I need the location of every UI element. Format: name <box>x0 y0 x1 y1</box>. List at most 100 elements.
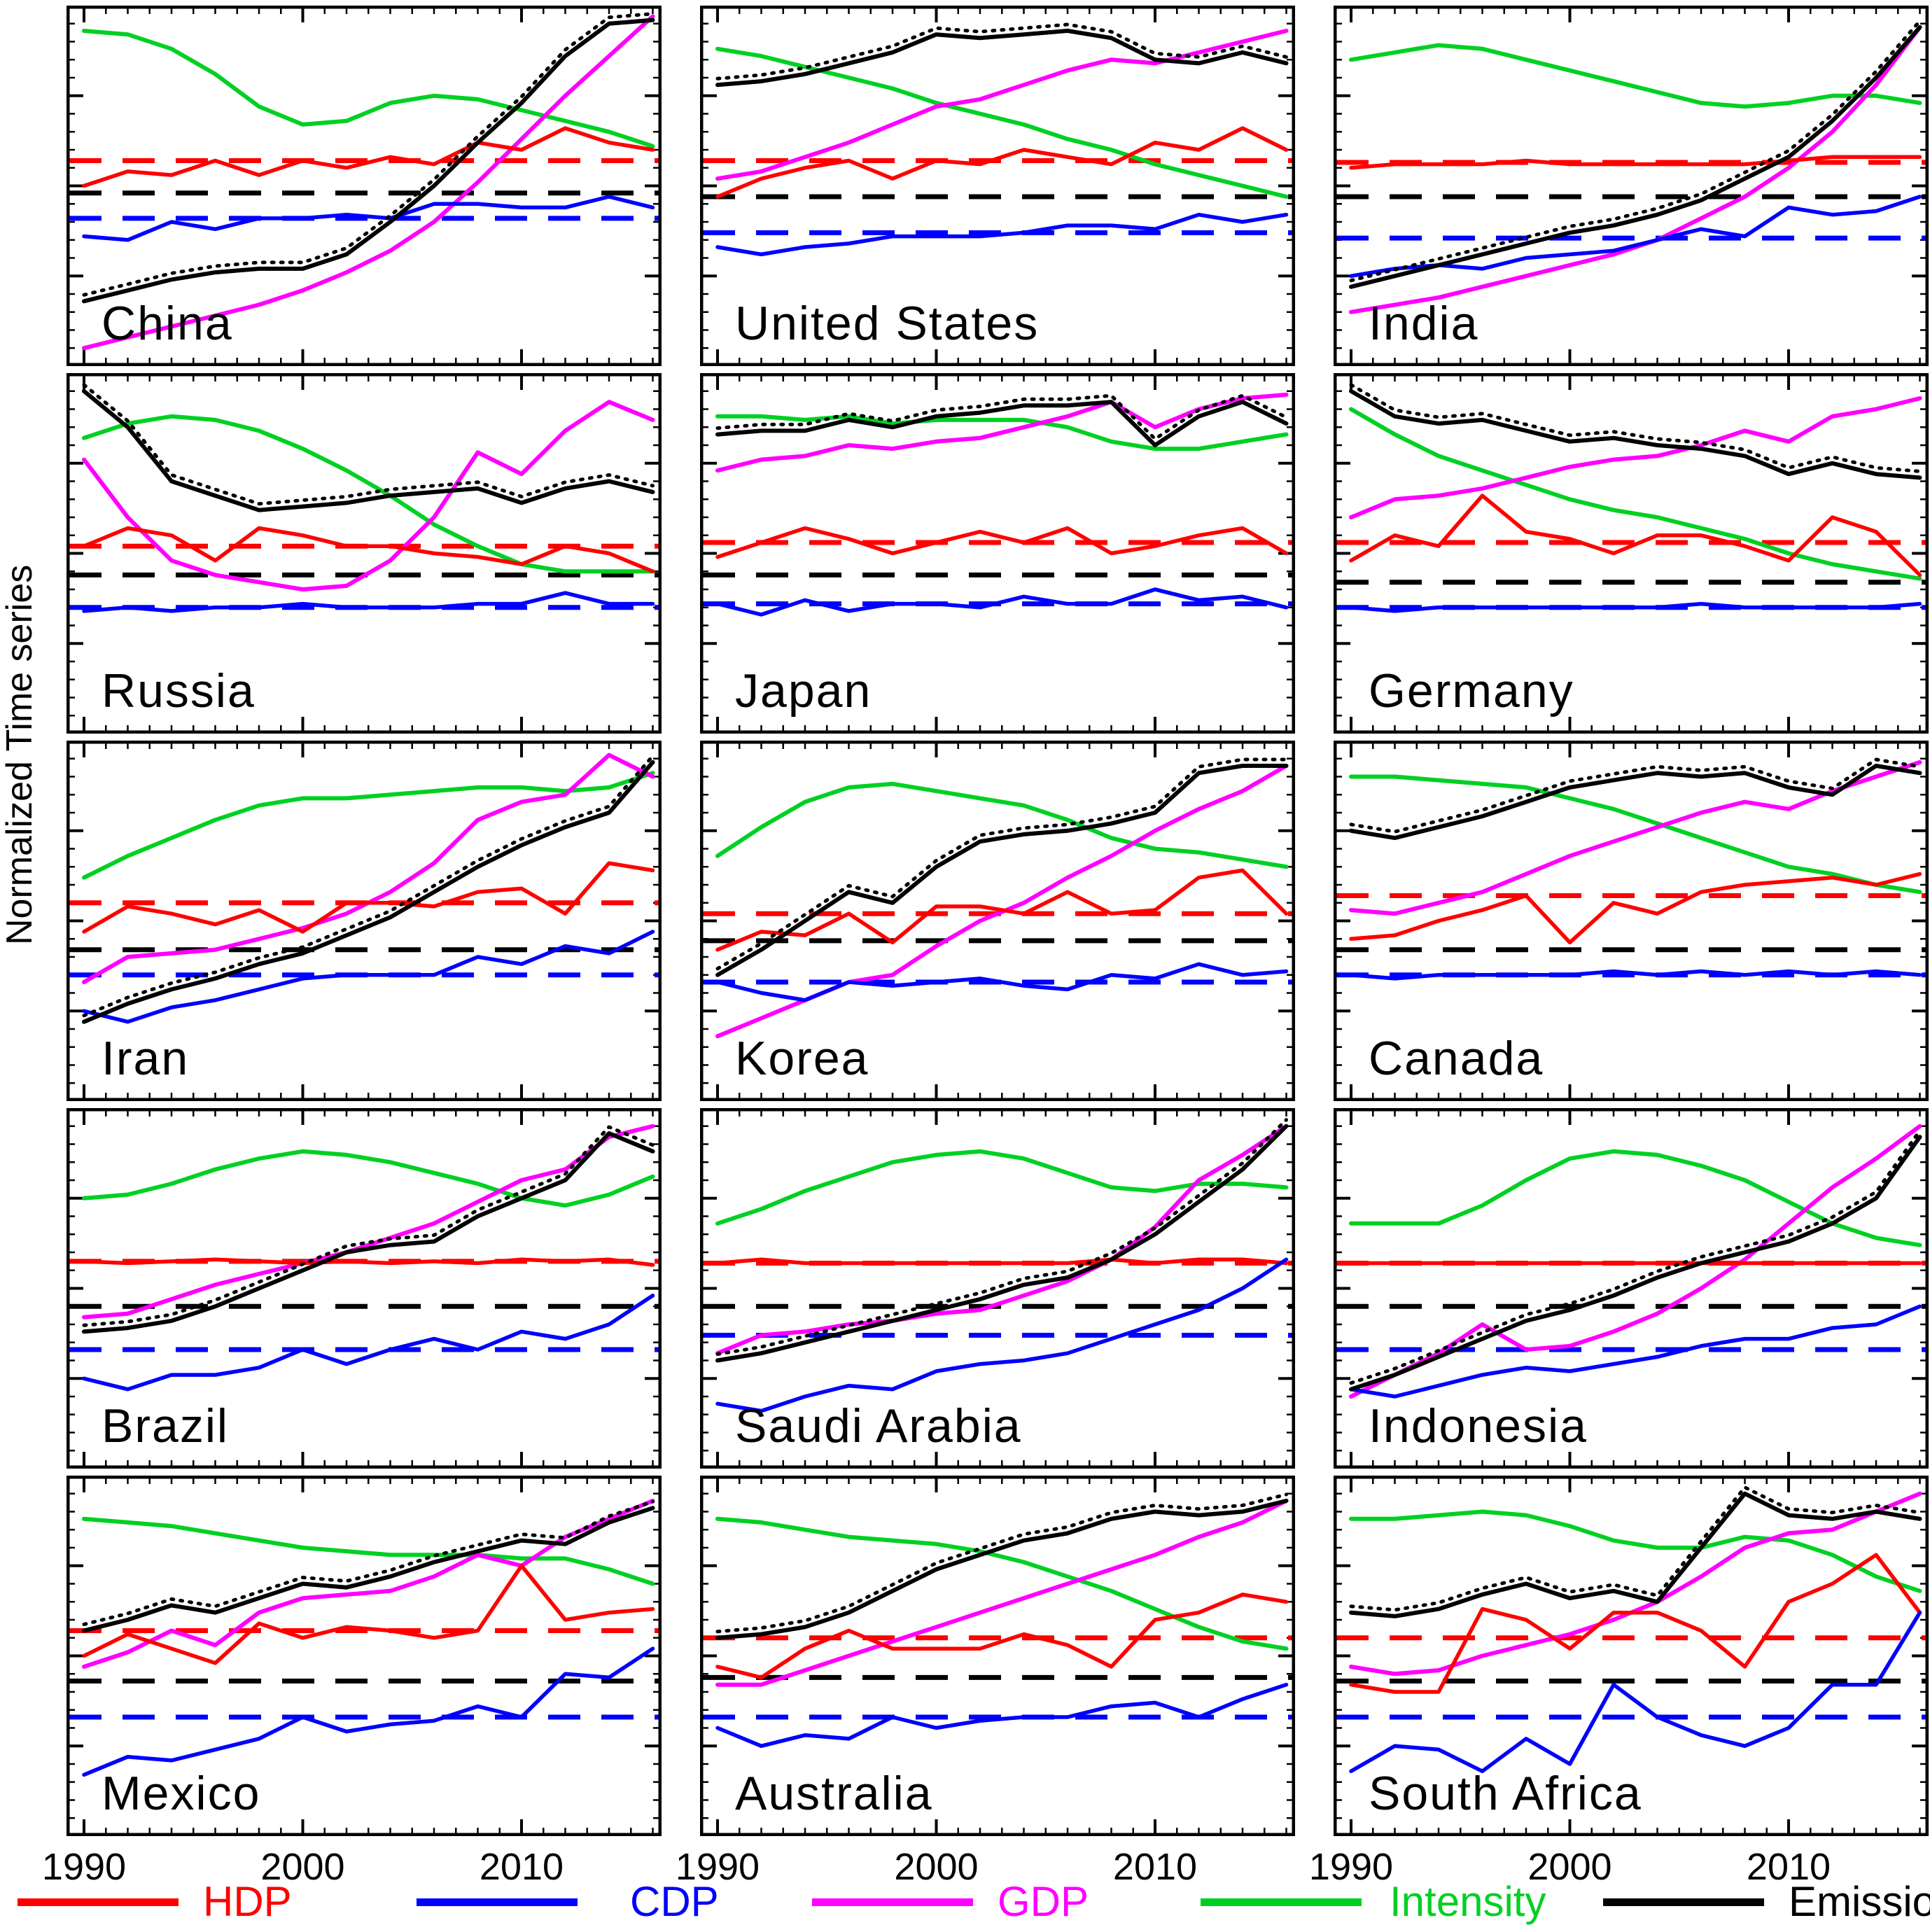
country-label: China <box>102 297 233 350</box>
hdp-line <box>82 126 655 188</box>
chart-panel-iran: Iran <box>67 741 662 1101</box>
legend-label-intensity: Intensity <box>1390 1878 1546 1925</box>
cdp-line <box>82 930 655 1024</box>
panel-frame <box>700 1108 1295 1469</box>
x-tick-label: 2000 <box>1527 1846 1612 1888</box>
chart-panel-korea: Korea <box>700 741 1295 1101</box>
chart-panel-united-states: United States <box>700 6 1295 366</box>
legend-swatch-cdp <box>417 1898 578 1906</box>
country-label: India <box>1369 297 1478 350</box>
country-label: Germany <box>1369 664 1574 718</box>
intensity-line <box>1349 43 1922 109</box>
country-label: Canada <box>1369 1032 1544 1085</box>
x-tick-label: 2010 <box>1746 1846 1831 1888</box>
country-label: Australia <box>735 1767 933 1820</box>
gdp-line <box>715 1499 1289 1687</box>
cdp-line <box>1349 1610 1922 1774</box>
emission-dotted-line <box>715 757 1288 971</box>
chart-panel-germany: Germany <box>1334 373 1929 734</box>
hdp-line <box>82 1564 655 1665</box>
emission-line <box>82 1131 655 1334</box>
emission-line <box>1349 764 1922 841</box>
gdp-line <box>82 400 655 592</box>
intensity-line <box>82 414 655 574</box>
hdp-line <box>715 526 1289 559</box>
chart-panel-china: China <box>67 6 662 366</box>
chart-panel-india: India <box>1334 6 1929 366</box>
emission-dotted-line <box>1349 19 1922 283</box>
cdp-line <box>715 1257 1289 1413</box>
gdp-line <box>1349 24 1922 314</box>
x-tick-label: 2010 <box>479 1846 564 1888</box>
intensity-line <box>715 1516 1289 1651</box>
gdp-line <box>1349 396 1922 519</box>
cdp-line <box>715 1682 1289 1749</box>
emission-line <box>82 388 655 512</box>
cdp-line <box>82 591 655 613</box>
emission-line <box>715 764 1289 977</box>
emission-dotted-line <box>82 383 655 506</box>
emission-dotted-line <box>715 22 1288 80</box>
panel-frame <box>700 373 1295 734</box>
gdp-line <box>1349 760 1922 916</box>
intensity-line <box>715 1149 1289 1226</box>
gdp-line <box>715 1124 1289 1356</box>
hdp-line <box>82 861 655 934</box>
emission-dotted-line <box>1349 1485 1922 1612</box>
intensity-line <box>715 414 1289 451</box>
cdp-line <box>82 1646 655 1777</box>
emission-line <box>1349 1135 1922 1392</box>
emission-line <box>1349 24 1922 289</box>
emission-dotted-line <box>715 1118 1288 1356</box>
x-tick-label: 2000 <box>894 1846 979 1888</box>
emission-dotted-line <box>715 393 1288 441</box>
cdp-line <box>82 1294 655 1392</box>
legend-label-gdp: GDP <box>998 1878 1089 1925</box>
intensity-line <box>715 781 1289 869</box>
emission-line <box>715 400 1289 447</box>
panel-frame <box>1334 1108 1929 1469</box>
cdp-line <box>1349 601 1922 613</box>
emission-dotted-line <box>715 1492 1288 1634</box>
chart-panel-russia: Russia <box>67 373 662 734</box>
chart-panel-brazil: Brazil <box>67 1108 662 1469</box>
panel-frame <box>700 1476 1295 1836</box>
legend-label-hdp: HDP <box>203 1878 292 1925</box>
emission-dotted-line <box>82 754 655 1018</box>
country-label: Japan <box>735 664 872 718</box>
emission-dotted-line <box>82 1125 655 1327</box>
panel-frame <box>700 6 1295 366</box>
legend-swatch-hdp <box>18 1898 179 1906</box>
emission-line <box>1349 1491 1922 1618</box>
intensity-line <box>82 1516 655 1586</box>
panel-frame <box>700 741 1295 1101</box>
panel-frame <box>67 6 662 366</box>
hdp-line <box>715 1257 1289 1266</box>
chart-panel-south-africa: South Africa <box>1334 1476 1929 1836</box>
panel-frame <box>1334 1476 1929 1836</box>
cdp-line <box>715 587 1289 617</box>
x-tick-label: 1990 <box>1308 1846 1394 1888</box>
hdp-line <box>1349 155 1922 170</box>
x-tick-label: 2010 <box>1112 1846 1198 1888</box>
chart-panel-indonesia: Indonesia <box>1334 1108 1929 1469</box>
cdp-line <box>1349 195 1922 279</box>
legend-swatch-intensity <box>1201 1898 1362 1906</box>
hdp-line <box>715 1592 1289 1680</box>
hdp-line <box>1349 493 1922 578</box>
intensity-line <box>82 29 655 148</box>
gdp-line <box>715 392 1289 473</box>
emission-dotted-line <box>82 1499 655 1626</box>
emission-dotted-line <box>1349 383 1922 473</box>
legend-swatch-emission <box>1603 1898 1764 1906</box>
cdp-line <box>1349 969 1922 981</box>
intensity-line <box>1349 1509 1922 1593</box>
emission-dotted-line <box>1349 757 1922 834</box>
panel-frame <box>1334 741 1929 1101</box>
panel-frame <box>1334 6 1929 366</box>
chart-panel-australia: Australia <box>700 1476 1295 1836</box>
panel-frame <box>67 373 662 734</box>
cdp-line <box>82 195 655 242</box>
y-axis-label: Normalized Time series <box>0 564 40 945</box>
